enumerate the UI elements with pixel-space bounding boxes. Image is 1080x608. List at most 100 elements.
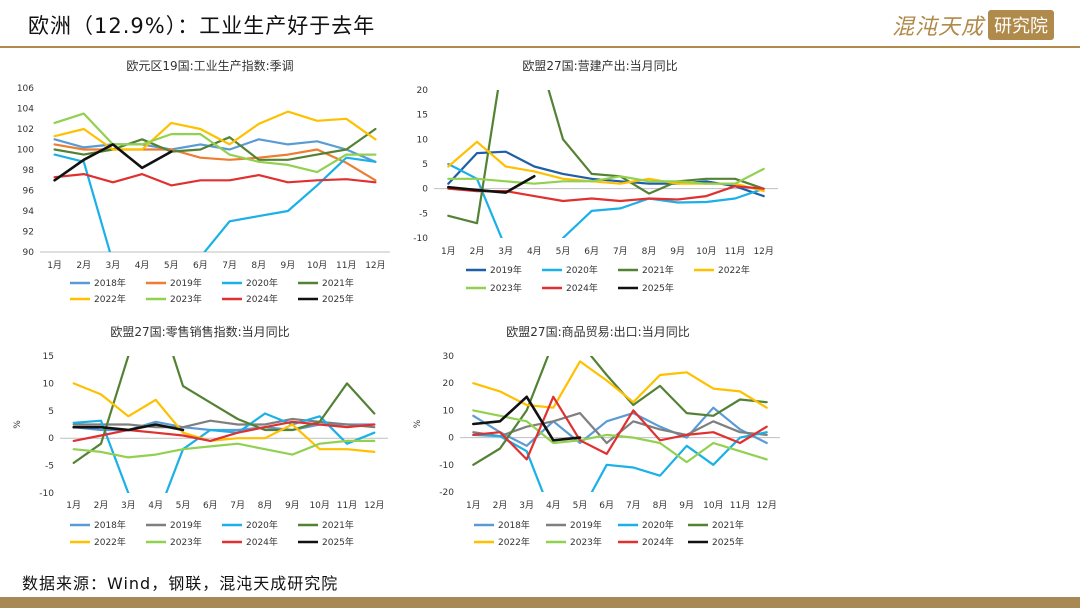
y-tick-label: 0 — [422, 185, 428, 195]
y-tick-label: -20 — [439, 488, 454, 498]
legend-label: 2021年 — [322, 277, 354, 289]
chart-eu-goods-export: 欧盟27国:商品贸易:出口:当月同比 -20 -10 0 10 20 30% 1月 2月 3月 4月… — [410, 318, 790, 558]
series-line-2021 — [447, 90, 765, 225]
chart-title: 欧盟27国:零售销售指数:当月同比 — [110, 324, 289, 339]
legend-label: 2021年 — [712, 519, 744, 531]
chart-svg: 欧盟27国:零售销售指数:当月同比 -10 -5 0 5 10 15% 1月 2月 3月 4月 5月 6… — [13, 324, 388, 548]
legend-label: 2024年 — [566, 282, 598, 294]
series-line-2022 — [472, 360, 768, 409]
y-tick-label: 10 — [417, 135, 429, 145]
brand-logo: 混沌天成 研究院 — [892, 8, 1054, 42]
x-tick-label: 8月 — [653, 500, 668, 511]
x-tick-label: 11月 — [337, 500, 357, 511]
legend-label: 2021年 — [322, 519, 354, 531]
legend-label: 2019年 — [490, 264, 522, 276]
x-tick-label: 5月 — [573, 500, 588, 511]
series-line-2019 — [447, 150, 765, 198]
x-tick-label: 6月 — [584, 246, 599, 257]
x-tick-label: 1月 — [466, 500, 481, 511]
y-tick-label: 30 — [443, 352, 455, 362]
series-line-2022 — [72, 382, 376, 453]
x-tick-label: 7月 — [613, 246, 628, 257]
legend-label: 2022年 — [94, 293, 126, 305]
legend-label: 2025年 — [322, 536, 354, 548]
y-tick-label: 92 — [23, 228, 34, 238]
x-tick-label: 9月 — [285, 500, 300, 511]
y-tick-label: 94 — [23, 207, 35, 217]
x-tick-label: 12月 — [753, 246, 773, 257]
chart-svg: 欧元区19国:工业生产指数:季调 90 92 94 96 98 100 102 104 106 1月… — [17, 58, 390, 305]
series-line-2020 — [447, 162, 765, 238]
page-title: 欧洲（12.9%）：工业生产好于去年 — [28, 14, 376, 38]
x-tick-label: 8月 — [251, 260, 266, 271]
legend-label: 2022年 — [94, 536, 126, 548]
series-line-2023 — [72, 439, 376, 459]
series-line-2018 — [472, 406, 768, 447]
legend-label: 2021年 — [642, 264, 674, 276]
legend-label: 2025年 — [322, 293, 354, 305]
legend-label: 2024年 — [246, 536, 278, 548]
y-axis-label: % — [413, 419, 423, 428]
y-tick-label: 5 — [422, 160, 428, 170]
series-line-2024 — [72, 420, 376, 442]
y-tick-label: 90 — [23, 248, 35, 258]
y-tick-label: 15 — [43, 352, 54, 362]
series-line-2023 — [53, 112, 377, 174]
y-tick-label: 15 — [417, 111, 428, 121]
legend-label: 2022年 — [498, 536, 530, 548]
x-tick-label: 1月 — [441, 246, 456, 257]
legend-label: 2023年 — [490, 282, 522, 294]
series-line-2020 — [472, 431, 768, 492]
series-line-2024 — [472, 395, 768, 461]
x-tick-label: 10月 — [309, 500, 329, 511]
y-tick-label: 106 — [17, 84, 34, 94]
legend-label: 2018年 — [94, 277, 126, 289]
series-line-2025 — [472, 395, 582, 442]
legend-label: 2020年 — [246, 277, 278, 289]
x-tick-label: 5月 — [164, 260, 179, 271]
series-line-2020 — [72, 412, 376, 493]
legend-label: 2019年 — [570, 519, 602, 531]
series-line-2023 — [472, 409, 768, 464]
y-tick-label: -10 — [413, 234, 428, 244]
y-tick-label: 104 — [17, 105, 34, 115]
chart-title: 欧盟27国:营建产出:当月同比 — [522, 59, 677, 73]
x-tick-label: 4月 — [148, 500, 163, 511]
x-tick-label: 1月 — [66, 500, 81, 511]
y-tick-label: 20 — [417, 86, 429, 96]
x-tick-label: 11月 — [336, 260, 356, 271]
x-tick-label: 12月 — [756, 500, 776, 511]
y-tick-label: 10 — [443, 406, 455, 416]
series-line-2025 — [72, 423, 185, 432]
series-line-2025 — [447, 175, 536, 194]
x-tick-label: 10月 — [703, 500, 723, 511]
x-tick-label: 7月 — [626, 500, 641, 511]
y-tick-label: -5 — [45, 462, 54, 472]
y-tick-label: 10 — [43, 379, 55, 389]
x-tick-label: 2月 — [76, 260, 91, 271]
y-tick-label: -10 — [39, 489, 54, 499]
series-line-2023 — [447, 167, 765, 185]
legend-label: 2020年 — [642, 519, 674, 531]
series-line-2024 — [53, 173, 377, 187]
x-tick-label: 11月 — [730, 500, 750, 511]
x-tick-label: 12月 — [364, 500, 384, 511]
legend-label: 2019年 — [170, 277, 202, 289]
x-tick-label: 11月 — [725, 246, 745, 257]
x-tick-label: 9月 — [281, 260, 296, 271]
chart-title: 欧元区19国:工业生产指数:季调 — [126, 58, 293, 73]
y-tick-label: -10 — [439, 461, 454, 471]
logo-text: 混沌天成 — [891, 15, 984, 40]
x-tick-label: 6月 — [193, 260, 208, 271]
x-tick-label: 2月 — [493, 500, 508, 511]
y-tick-label: 102 — [17, 125, 34, 135]
footer-bar — [0, 597, 1080, 608]
legend-label: 2020年 — [566, 264, 598, 276]
y-tick-label: 98 — [23, 166, 35, 176]
y-tick-label: -5 — [419, 209, 428, 219]
y-tick-label: 5 — [48, 407, 54, 417]
x-tick-label: 5月 — [176, 500, 191, 511]
y-tick-label: 100 — [17, 146, 34, 156]
y-tick-label: 96 — [23, 187, 35, 197]
x-tick-label: 2月 — [94, 500, 109, 511]
